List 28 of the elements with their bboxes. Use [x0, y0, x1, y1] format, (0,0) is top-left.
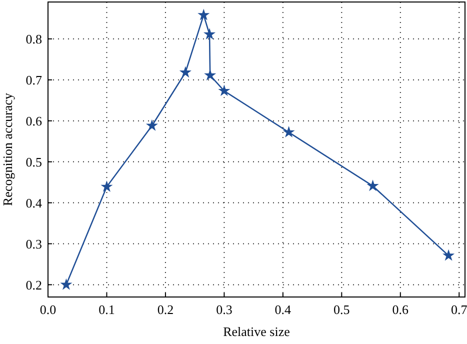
point	[366, 180, 379, 192]
point	[282, 126, 295, 138]
y-tick-label: 0.8	[26, 31, 42, 46]
x-tick-label: 0.5	[334, 302, 350, 317]
y-tick-label: 0.3	[26, 236, 42, 252]
x-tick-label: 0.0	[40, 302, 56, 317]
x-tick-label: 0.2	[157, 302, 174, 317]
x-tick-label: 0.1	[98, 302, 115, 317]
x-tick-label: 0.4	[274, 302, 292, 317]
point	[60, 278, 72, 290]
y-tick-label: 0.7	[26, 72, 42, 88]
point	[179, 66, 192, 78]
point	[198, 8, 210, 20]
y-tick-label: 0.6	[26, 113, 42, 128]
y-tick-label: 0.2	[26, 277, 42, 292]
point	[146, 119, 158, 131]
point	[218, 84, 230, 96]
point	[442, 249, 455, 261]
x-tick-label: 0.6	[392, 302, 410, 317]
x-axis-title: Relative size	[223, 324, 290, 339]
x-tick-label: 0.3	[216, 302, 232, 317]
y-tick-label: 0.4	[26, 195, 42, 210]
point	[100, 180, 113, 192]
y-axis-title: Recognition accuracy	[0, 92, 15, 206]
point	[204, 69, 216, 80]
x-tick-label: 0.7	[451, 302, 467, 317]
point	[203, 28, 216, 40]
y-tick-label: 0.5	[26, 154, 42, 170]
